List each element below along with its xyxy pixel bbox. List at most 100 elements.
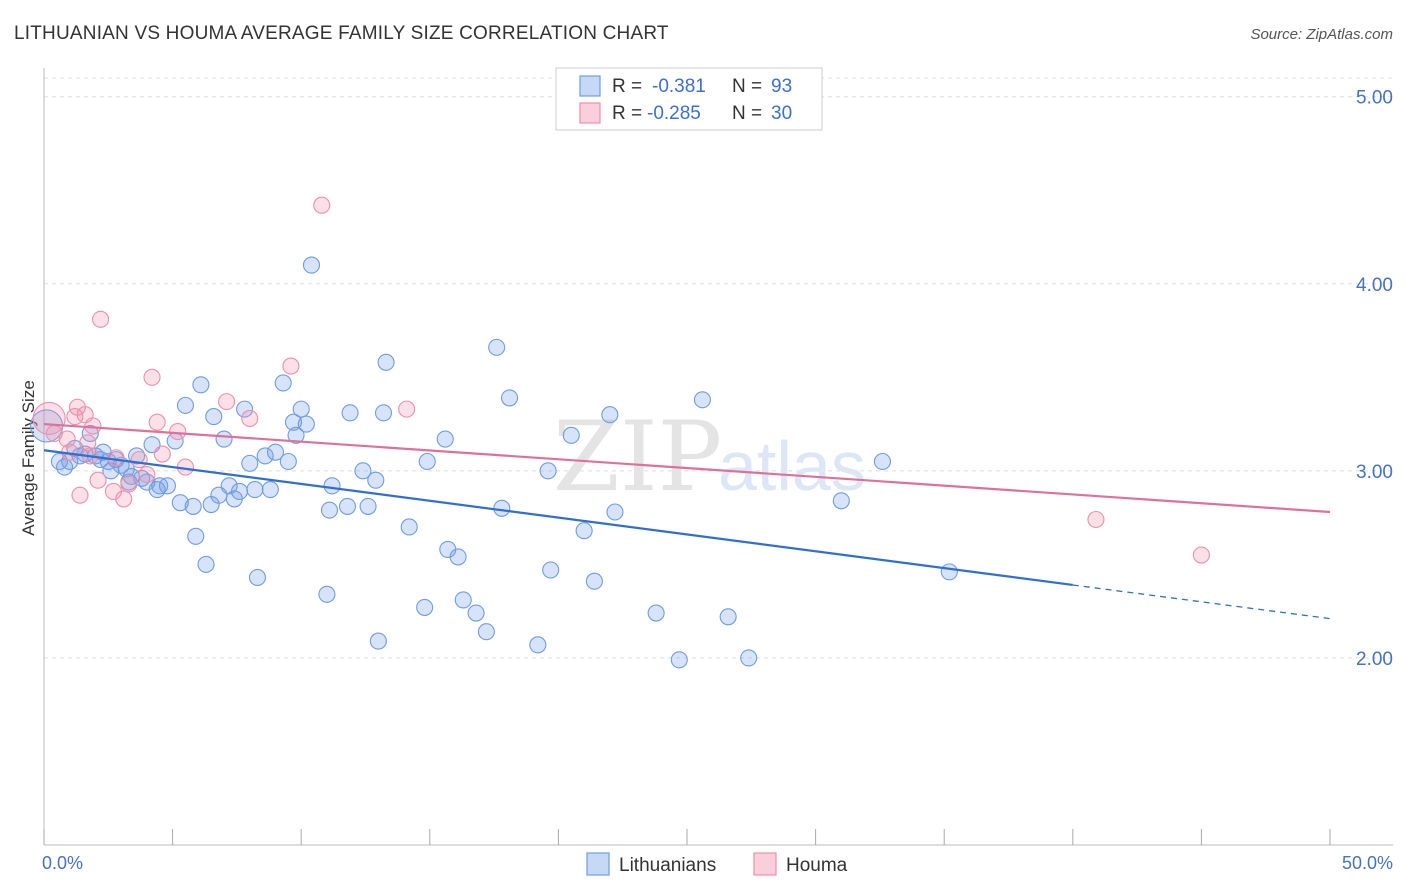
lithuanians-point [320, 501, 339, 519]
houma-point [313, 196, 331, 214]
houma-point [1087, 510, 1105, 529]
lithuanians-point [261, 481, 279, 499]
y-tick-label: 5.00 [1356, 88, 1393, 109]
trend-layer [43, 422, 1331, 620]
trend-line-houma [43, 422, 1331, 514]
houma-point [130, 451, 148, 469]
y-tick-label: 2.00 [1356, 649, 1393, 670]
lithuanians-point [94, 443, 112, 461]
lithuanians-point [832, 492, 850, 510]
lithuanians-point [323, 477, 341, 495]
lithuanians-point [230, 482, 249, 500]
legend-n-label: N = [732, 103, 762, 124]
lithuanians-point [477, 623, 495, 641]
houma-point [169, 423, 187, 441]
legend-r-value-houma: -0.285 [647, 103, 701, 124]
lithuanians-point [187, 527, 205, 545]
lithuanians-point [171, 494, 189, 512]
lithuanians-point [719, 608, 737, 626]
series-legend: Lithuanians Houma [586, 852, 848, 876]
lithuanians-point [215, 430, 233, 448]
lithuanians-point [318, 585, 336, 603]
lithuanians-point [542, 561, 560, 579]
gridlines [44, 77, 1393, 659]
chart-title: LITHUANIAN VS HOUMA AVERAGE FAMILY SIZE … [14, 23, 669, 44]
lithuanians-point [359, 497, 377, 515]
houma-point [79, 434, 97, 452]
legend-n-value-lithuanians: 93 [771, 76, 792, 97]
lithuanians-point [274, 374, 292, 392]
source-label: Source: ZipAtlas.com [1250, 26, 1393, 43]
y-tick-label: 4.00 [1356, 275, 1393, 296]
lithuanians-point [670, 651, 688, 669]
lithuanians-point [606, 503, 624, 521]
houma-point [148, 413, 166, 431]
lithuanians-point [241, 454, 259, 472]
lithuanians-point [341, 404, 359, 422]
lithuanians-point [246, 481, 264, 499]
lithuanians-point [693, 391, 711, 409]
lithuanians-point [367, 471, 385, 489]
lithuanians-point [416, 598, 434, 616]
lithuanians-point [454, 591, 472, 609]
lithuanians-point [374, 404, 393, 422]
lithuanians-point [192, 376, 210, 394]
x-axis-tick-labels: 0.0% 50.0% [42, 853, 1393, 873]
bottom-legend-label-houma: Houma [786, 855, 848, 876]
bottom-legend-label-lithuanians: Lithuanians [619, 855, 716, 876]
x-tick-label: 0.0% [42, 853, 83, 873]
svg-text:atlas: atlas [718, 427, 866, 505]
lithuanians-point [354, 462, 372, 480]
bottom-legend-swatch-lithuanians [586, 852, 610, 876]
houma-point [138, 466, 156, 484]
lithuanians-point [647, 604, 665, 622]
houma-point [153, 445, 171, 463]
trend-line-lithuanians-extension [1072, 584, 1331, 620]
lithuanians-point [220, 477, 238, 495]
lithuanians-point [248, 568, 267, 587]
houma-point [115, 490, 133, 508]
lithuanians-point [256, 447, 274, 465]
houma-point [1192, 546, 1210, 564]
lithuanians-point [562, 426, 580, 444]
legend-swatch-lithuanians [579, 75, 601, 97]
lithuanians-point [529, 636, 547, 654]
legend-r-value-lithuanians: -0.381 [652, 76, 706, 97]
y-tick-label: 3.00 [1356, 462, 1393, 483]
lithuanians-point [338, 497, 357, 515]
legend-swatch-houma [579, 102, 601, 124]
lithuanians-point [158, 477, 177, 495]
lithuanians-point [302, 256, 321, 274]
lithuanians-point [287, 426, 305, 444]
houma-point [71, 486, 89, 504]
lithuanians-point [575, 522, 593, 540]
series-houma [32, 196, 1210, 564]
bottom-legend-swatch-houma [753, 852, 777, 876]
legend-r-label: R = [612, 103, 642, 124]
watermark: ZIP atlas [553, 401, 866, 513]
svg-text:ZIP: ZIP [553, 401, 722, 513]
lithuanians-point [940, 563, 958, 581]
houma-point [398, 400, 416, 418]
lithuanians-point [449, 548, 467, 566]
y-axis-tick-labels: 2.00 3.00 4.00 5.00 [1356, 88, 1393, 670]
lithuanians-point [493, 499, 511, 517]
houma-point [58, 430, 76, 448]
houma-point [120, 475, 138, 493]
lithuanians-point [266, 443, 285, 461]
series-lithuanians [30, 256, 958, 669]
lithuanians-point [184, 497, 202, 515]
lithuanians-point [205, 408, 223, 426]
lithuanians-point [488, 338, 506, 356]
lithuanians-point [197, 555, 215, 573]
lithuanians-point [297, 415, 315, 433]
houma-point [92, 310, 110, 328]
axes [43, 68, 1393, 846]
lithuanians-point [279, 452, 297, 471]
lithuanians-point [284, 413, 303, 431]
houma-point [89, 471, 107, 489]
lithuanians-point [539, 462, 557, 480]
legend-r-label: R = [612, 76, 642, 97]
lithuanians-point [436, 430, 454, 448]
